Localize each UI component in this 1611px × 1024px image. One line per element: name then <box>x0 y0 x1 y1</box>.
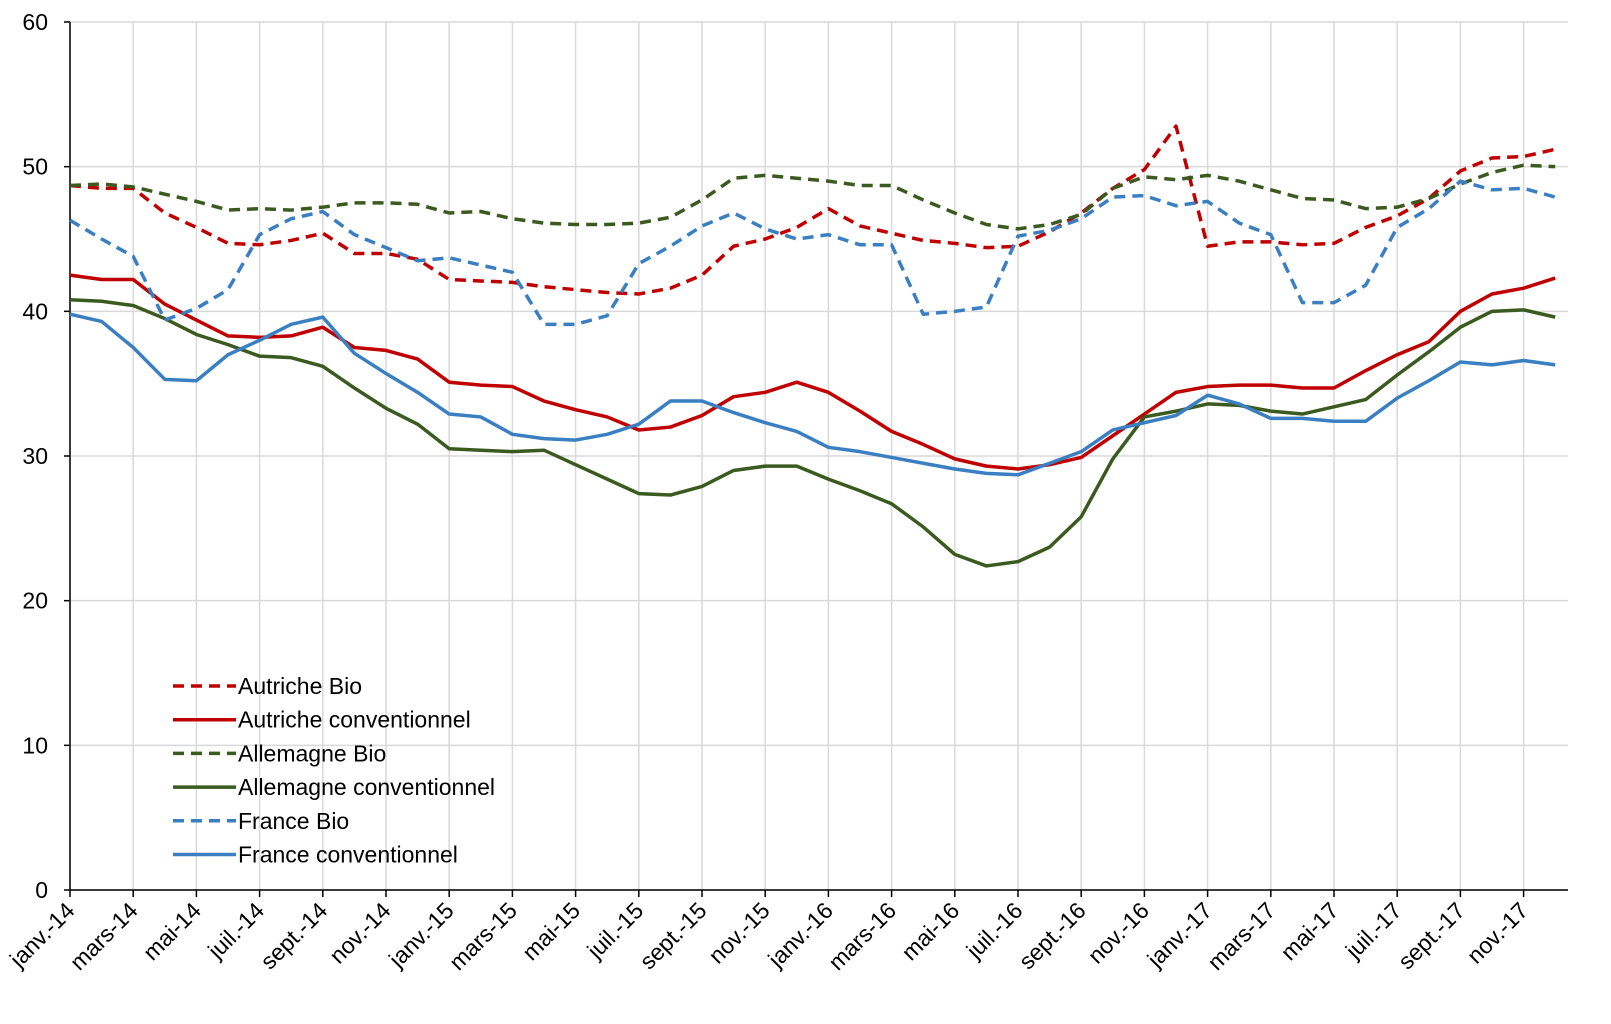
x-tick-label: mai-17 <box>1275 897 1343 965</box>
x-tick-label: sept.-16 <box>1014 897 1091 974</box>
x-tick-label: mars-15 <box>444 897 522 975</box>
y-tick-label: 10 <box>22 732 48 758</box>
series-line <box>69 179 1556 327</box>
series-line <box>69 124 1556 296</box>
series-line <box>69 163 1556 231</box>
x-tick-label: sept.-15 <box>634 897 711 974</box>
x-tick-label: nov.-16 <box>1083 897 1154 968</box>
legend-label: Allemagne conventionnel <box>238 774 495 800</box>
x-tick-label: nov.-17 <box>1462 897 1533 968</box>
x-tick-label: mai-16 <box>896 897 964 965</box>
legend-label: France conventionnel <box>238 842 458 868</box>
series-line <box>69 298 1556 568</box>
x-tick-label: mars-16 <box>823 897 901 975</box>
legend-label: Autriche Bio <box>238 673 362 699</box>
y-tick-label: 50 <box>22 154 48 180</box>
legend-label: France Bio <box>238 808 349 834</box>
y-tick-label: 40 <box>22 298 48 324</box>
x-tick-label: mars-17 <box>1202 897 1280 975</box>
x-tick-label: sept.-14 <box>255 897 332 974</box>
y-tick-label: 60 <box>22 9 48 35</box>
x-tick-label: nov.-15 <box>703 897 774 968</box>
y-tick-label: 30 <box>22 443 48 469</box>
x-tick-label: mai-15 <box>517 897 585 965</box>
x-tick-label: mai-14 <box>138 897 206 965</box>
series-line <box>69 312 1556 477</box>
y-tick-label: 20 <box>22 588 48 614</box>
series-line <box>69 273 1556 471</box>
legend-label: Allemagne Bio <box>238 740 386 766</box>
x-tick-label: sept.-17 <box>1393 897 1470 974</box>
x-tick-label: mars-14 <box>65 897 143 975</box>
legend-label: Autriche conventionnel <box>238 707 471 733</box>
x-tick-label: nov.-14 <box>324 897 396 969</box>
y-tick-label: 0 <box>35 877 48 903</box>
